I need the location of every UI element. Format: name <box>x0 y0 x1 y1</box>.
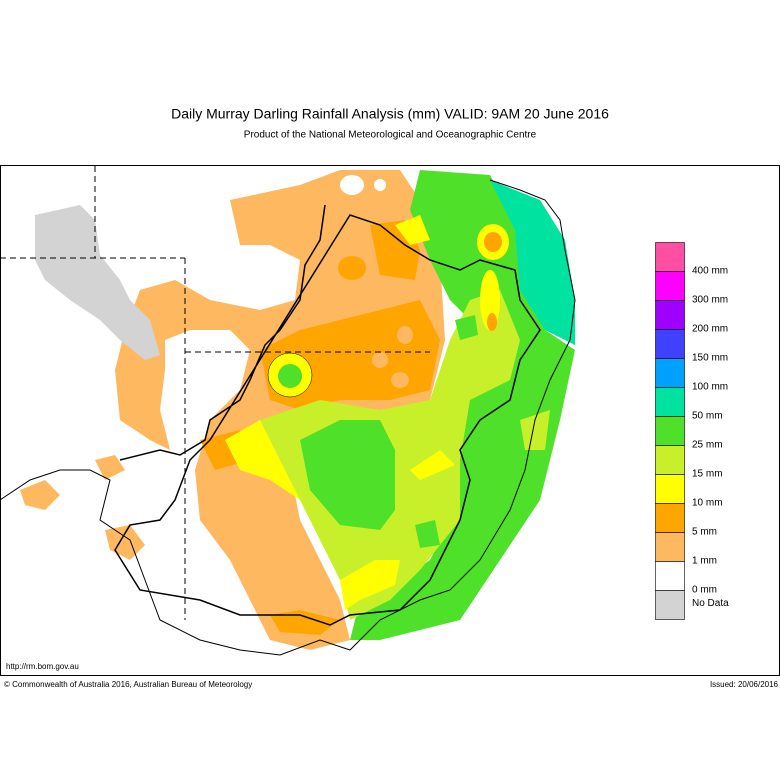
area-5mm <box>200 220 440 635</box>
area-0mm <box>374 179 386 191</box>
legend-swatch <box>655 503 685 533</box>
legend-label: 15 mm <box>692 469 723 480</box>
area-5mm <box>338 256 366 280</box>
basin-boundary <box>114 204 541 626</box>
area-5mm <box>484 232 502 252</box>
legend-swatch <box>655 358 685 388</box>
legend-label: 5 mm <box>692 527 717 538</box>
legend-label: 50 mm <box>692 411 723 422</box>
legend-swatch <box>655 300 685 330</box>
area-25mm <box>300 315 478 548</box>
copyright: © Commonwealth of Australia 2016, Austra… <box>4 680 252 689</box>
legend-swatch <box>655 387 685 417</box>
area-25mm <box>278 364 302 388</box>
legend-label: 300 mm <box>692 295 728 306</box>
area-50mm <box>490 180 575 345</box>
legend-label: No Data <box>692 598 729 609</box>
area-1mm <box>397 326 413 344</box>
legend-swatch <box>655 445 685 475</box>
legend: 400 mm 300 mm 200 mm 150 mm 100 mm 50 mm 25 mm… <box>655 242 729 620</box>
no-data-area <box>35 205 160 360</box>
legend-swatch <box>655 416 685 446</box>
area-1mm <box>372 352 388 368</box>
area-1mm <box>115 170 445 650</box>
boundaries <box>0 166 576 656</box>
title: Daily Murray Darling Rainfall Analysis (… <box>171 106 609 122</box>
legend-label: 400 mm <box>692 266 728 277</box>
legend-label: 1 mm <box>692 556 717 567</box>
subtitle: Product of the National Meteorological a… <box>244 130 537 141</box>
coastline <box>0 179 576 656</box>
legend-label: 150 mm <box>692 353 728 364</box>
legend-label: 200 mm <box>692 324 728 335</box>
legend-swatch <box>655 561 685 591</box>
legend-swatch <box>655 242 685 272</box>
area-1mm <box>391 372 409 388</box>
legend-swatch <box>655 329 685 359</box>
rainfall-areas <box>20 170 575 650</box>
area-25mm <box>350 170 575 640</box>
legend-swatch <box>655 532 685 562</box>
legend-label: 25 mm <box>692 440 723 451</box>
source-url: http://rm.bom.gov.au <box>6 662 79 671</box>
legend-label: 0 mm <box>692 585 717 596</box>
legend-label: 10 mm <box>692 498 723 509</box>
legend-swatch <box>655 271 685 301</box>
area-1mm <box>20 455 145 560</box>
state-border <box>0 166 430 620</box>
legend-label: 100 mm <box>692 382 728 393</box>
area-15mm <box>260 290 550 620</box>
issued-date: Issued: 20/06/2016 <box>710 680 779 689</box>
area-0mm <box>340 175 364 195</box>
area-5mm <box>487 313 497 331</box>
legend-swatch <box>655 590 685 620</box>
legend-swatch <box>655 474 685 504</box>
